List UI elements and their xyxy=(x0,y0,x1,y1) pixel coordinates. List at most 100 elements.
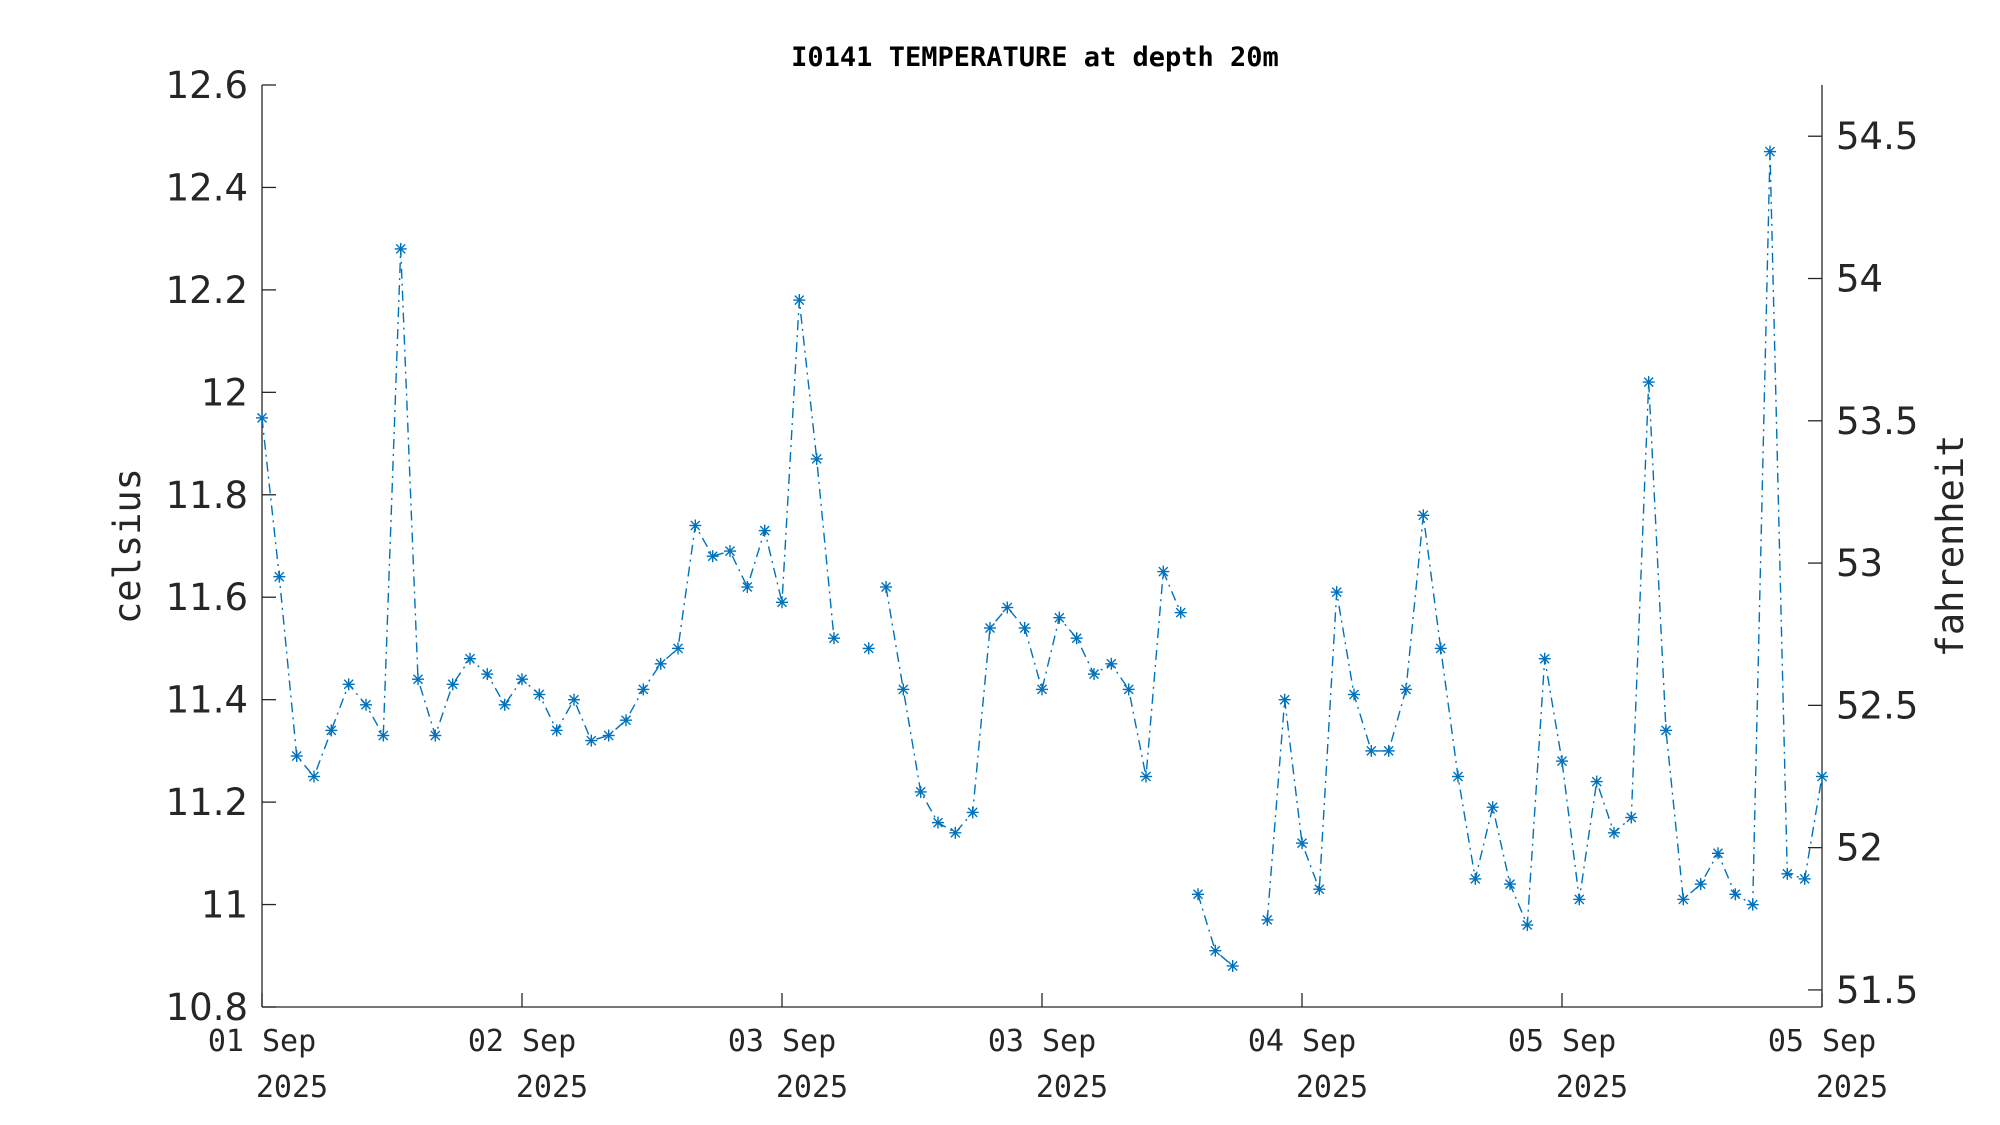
data-point xyxy=(1382,744,1395,757)
y-tick-label: 11 xyxy=(201,884,248,927)
x-tick-label-day: 02 Sep xyxy=(468,1024,576,1059)
data-point xyxy=(1764,145,1776,158)
x-tick-label-year: 2025 xyxy=(776,1070,848,1105)
data-point xyxy=(1660,724,1672,737)
x-tick-label-year: 2025 xyxy=(1556,1070,1628,1105)
data-point xyxy=(1278,693,1291,706)
series-line xyxy=(885,571,1182,834)
data-point xyxy=(1400,683,1412,696)
data-point xyxy=(1070,632,1083,645)
data-point xyxy=(1573,893,1586,906)
data-point xyxy=(325,724,338,737)
x-tick-label-day: 03 Sep xyxy=(988,1024,1096,1059)
data-point xyxy=(464,652,476,665)
y-right-tick-label: 54.5 xyxy=(1836,115,1918,158)
data-point xyxy=(810,452,823,465)
data-point xyxy=(1157,565,1170,578)
data-point xyxy=(1105,657,1118,670)
data-point xyxy=(862,642,875,655)
y-right-tick-label: 54 xyxy=(1836,258,1883,301)
left-y-axis: 10.8 11 11.2 11.4 11.6 11.8 12 12.2 12.4 12.6 xyxy=(166,64,276,1029)
y-right-tick-label: 51.5 xyxy=(1836,969,1918,1012)
series-line xyxy=(1197,894,1234,967)
data-point xyxy=(585,734,598,747)
x-tick-label-day: 05 Sep xyxy=(1508,1024,1616,1059)
data-point xyxy=(308,770,320,783)
data-point xyxy=(1469,872,1482,885)
data-point xyxy=(1521,919,1534,931)
data-point xyxy=(1642,376,1655,389)
data-point xyxy=(1434,642,1447,655)
data-point xyxy=(1053,611,1066,624)
data-point xyxy=(360,698,372,711)
data-point xyxy=(706,550,719,563)
data-point xyxy=(637,683,650,696)
data-point xyxy=(654,657,667,670)
data-point xyxy=(897,683,910,696)
data-point xyxy=(828,632,840,645)
data-point xyxy=(1712,847,1724,860)
y-tick-label: 11.8 xyxy=(166,474,248,517)
y-tick-label: 12.2 xyxy=(166,269,248,312)
y-right-tick-label: 53 xyxy=(1836,542,1883,585)
data-point xyxy=(1798,872,1811,885)
data-point xyxy=(620,714,632,727)
data-point xyxy=(273,570,286,583)
data-point xyxy=(1018,622,1031,634)
data-point xyxy=(1036,683,1048,696)
data-point xyxy=(949,826,962,839)
series-line xyxy=(261,248,835,778)
data-point xyxy=(568,693,580,706)
data-point xyxy=(342,678,355,691)
data-point xyxy=(741,581,754,593)
data-point xyxy=(412,673,424,686)
data-point xyxy=(1226,960,1239,972)
data-point xyxy=(1486,801,1499,814)
data-point xyxy=(689,519,702,532)
plot-area xyxy=(256,145,1828,972)
y-tick-label: 11.2 xyxy=(166,781,248,824)
data-point xyxy=(1330,586,1343,599)
data-point xyxy=(1729,888,1742,901)
y-right-tick-label: 53.5 xyxy=(1836,400,1918,443)
data-point xyxy=(776,596,788,609)
y-axis-label-left: celsius xyxy=(106,468,149,624)
data-point xyxy=(672,642,684,655)
data-point xyxy=(1556,755,1568,768)
data-point xyxy=(1608,826,1620,839)
y-tick-label: 12 xyxy=(201,371,248,414)
data-point xyxy=(914,785,927,798)
right-y-axis: 51.5 52 52.5 53 53.5 54 54.5 xyxy=(1808,115,1918,1012)
data-point xyxy=(1746,898,1759,911)
data-point xyxy=(880,581,892,593)
data-point xyxy=(1192,888,1204,901)
x-tick-label-year: 2025 xyxy=(1816,1070,1888,1105)
y-tick-label: 11.4 xyxy=(166,679,248,722)
data-point xyxy=(481,668,494,681)
data-point xyxy=(932,816,944,829)
data-point xyxy=(1296,837,1308,850)
data-point xyxy=(1209,944,1222,957)
y-right-tick-label: 52.5 xyxy=(1836,684,1918,727)
y-axis-label-right: fahrenheit xyxy=(1929,435,1972,658)
x-tick-label-year: 2025 xyxy=(256,1070,328,1105)
data-point xyxy=(1417,509,1430,522)
data-point xyxy=(516,673,528,686)
data-point xyxy=(394,242,407,255)
data-point xyxy=(1590,775,1603,788)
data-point xyxy=(1348,688,1360,701)
data-point xyxy=(1088,668,1100,681)
y-tick-label: 11.6 xyxy=(166,576,248,619)
data-point xyxy=(1122,683,1135,696)
data-point xyxy=(793,294,806,307)
x-tick-label-year: 2025 xyxy=(1036,1070,1108,1105)
data-point xyxy=(498,698,511,711)
data-point xyxy=(1001,601,1014,614)
data-point xyxy=(290,750,303,762)
x-tick-label-year: 2025 xyxy=(516,1070,588,1105)
data-point xyxy=(758,524,771,537)
data-point xyxy=(533,688,546,701)
data-point xyxy=(602,729,615,742)
data-point xyxy=(377,729,390,742)
